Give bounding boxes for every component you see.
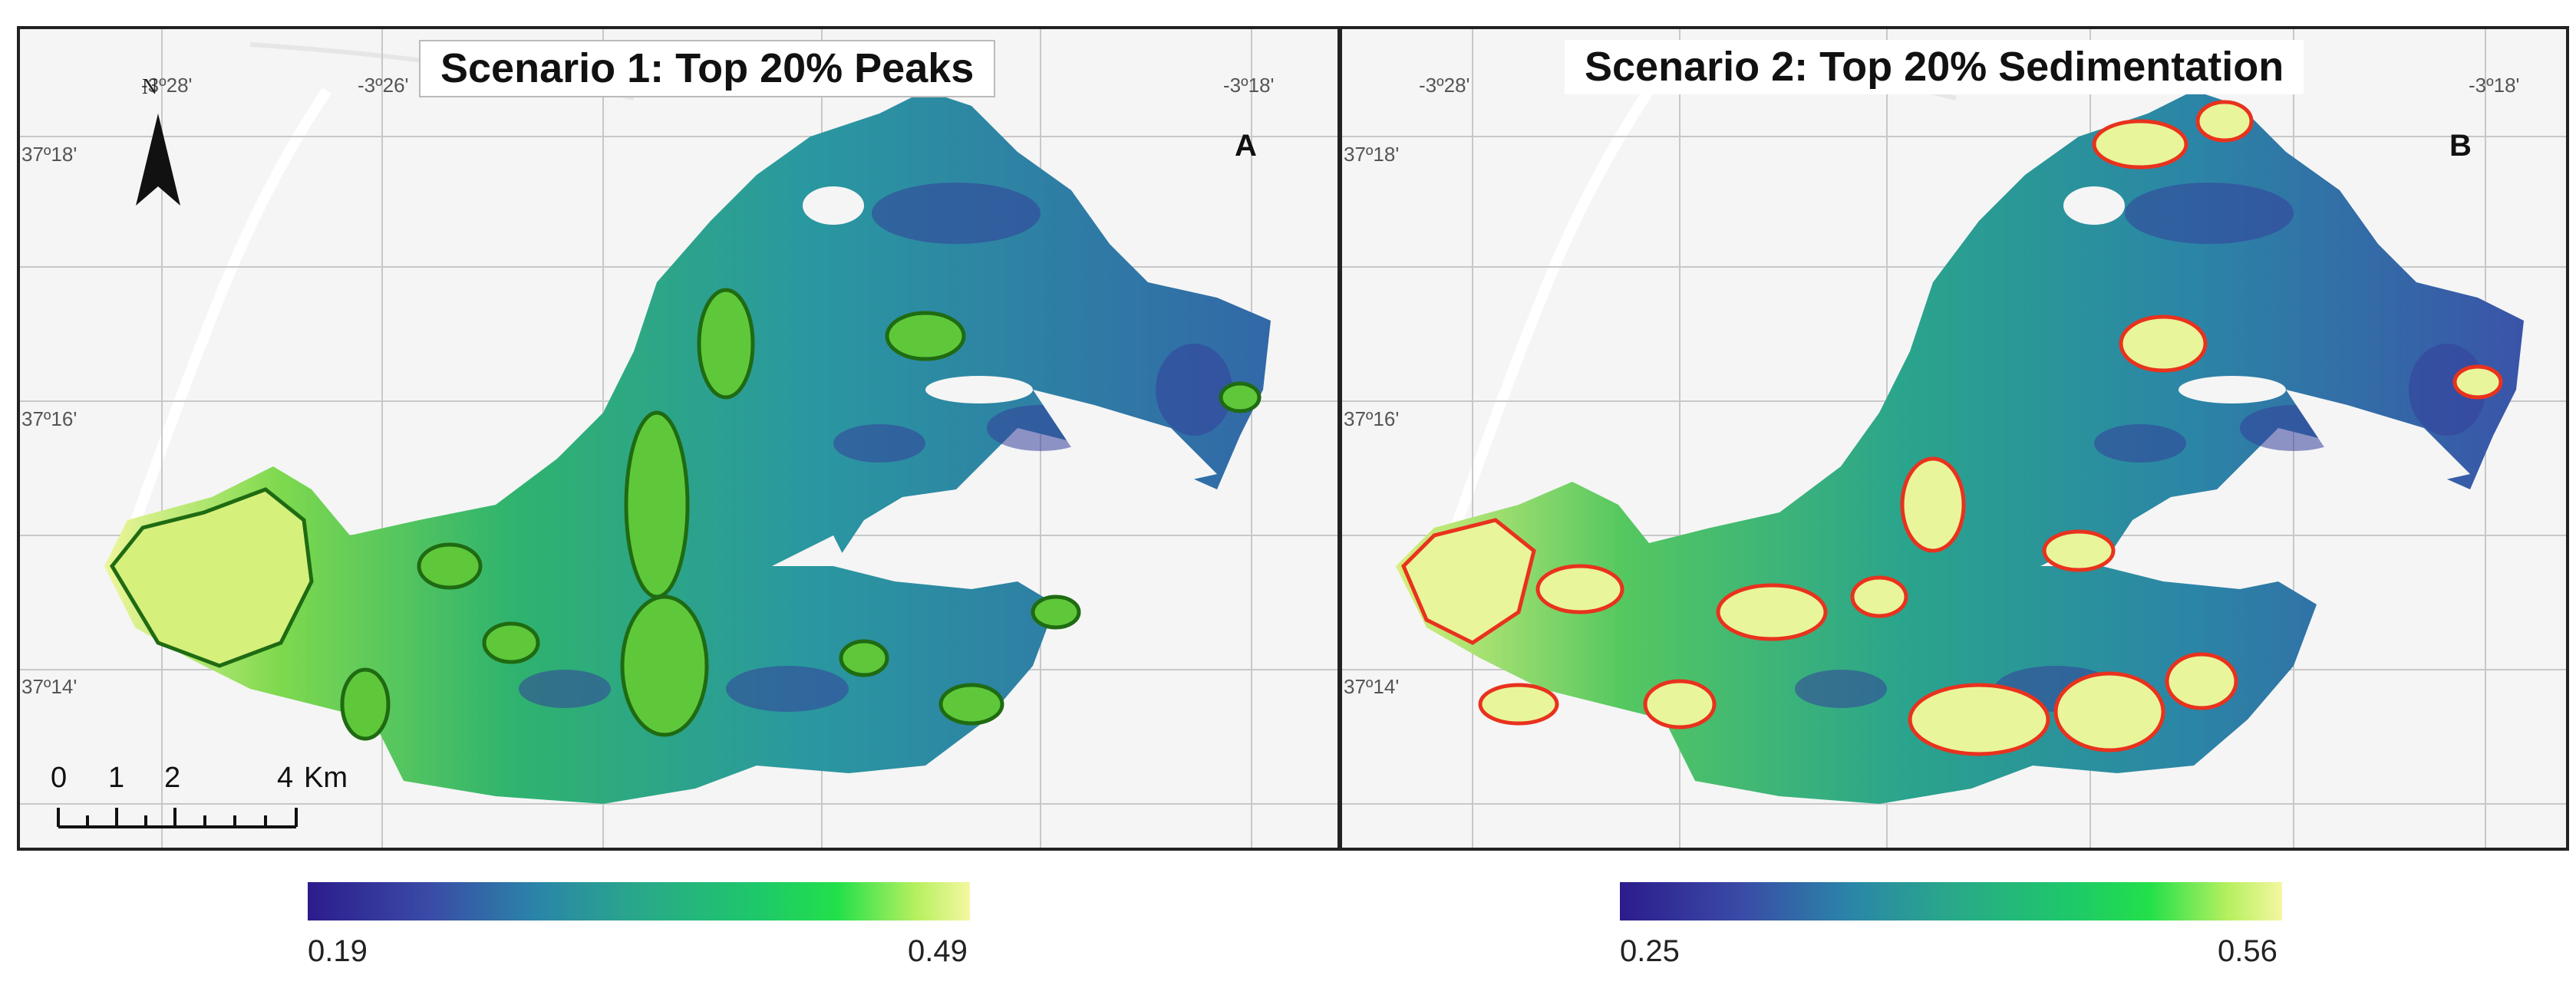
scale-tick-label: 0 xyxy=(51,762,68,794)
lat-label: 37º18' xyxy=(21,143,78,166)
colorbar-b-max: 0.56 xyxy=(2218,934,2278,968)
panel-letter: B xyxy=(2449,129,2472,163)
study-area-raster xyxy=(104,91,1271,804)
north-arrow-label: N xyxy=(142,75,158,99)
road-line xyxy=(114,87,331,568)
lat-label: 37º16' xyxy=(21,407,78,430)
panel-letter: A xyxy=(1235,129,1257,163)
map-canvas-a xyxy=(20,29,1337,848)
colorbar-a-max: 0.49 xyxy=(908,934,968,968)
lon-label: -3º18' xyxy=(1223,74,1275,97)
map-canvas-b xyxy=(1342,29,2566,848)
low-value-patches xyxy=(519,183,1232,712)
scale-tick-label: 1 xyxy=(108,762,125,794)
top-zones-a xyxy=(109,288,1262,741)
colorbar-a xyxy=(308,882,970,920)
lon-label: -3º26' xyxy=(358,74,409,97)
north-arrow: N xyxy=(131,75,185,206)
scale-bar-graphic xyxy=(57,808,298,828)
study-area-raster xyxy=(1396,91,2524,804)
lon-label: -3º28' xyxy=(1419,74,1470,97)
lat-label: 37º14' xyxy=(1344,675,1400,698)
top-zones-b xyxy=(1401,100,2503,756)
lat-label: 37º18' xyxy=(1344,143,1400,166)
map-panel-a: Scenario 1: Top 20% Peaks A -3º28' -3º26… xyxy=(17,26,1341,851)
lon-label: -3º18' xyxy=(2469,74,2520,97)
colorbar-a-min: 0.19 xyxy=(308,934,368,968)
scale-tick-label: 2 xyxy=(164,762,181,794)
road-line xyxy=(1436,87,1654,568)
scale-tick-label: 4 xyxy=(277,762,294,794)
colorbar-b-min: 0.25 xyxy=(1620,934,1680,968)
lat-label: 37º14' xyxy=(21,675,78,698)
map-panel-b: Scenario 2: Top 20% Sedimentation B -3º2… xyxy=(1339,26,2569,851)
lat-label: 37º16' xyxy=(1344,407,1400,430)
no-data-voids xyxy=(772,186,1217,566)
scale-bar: 0 1 2 4 Km xyxy=(43,762,365,838)
scale-unit: Km xyxy=(304,762,348,794)
map-title: Scenario 1: Top 20% Peaks xyxy=(419,40,996,98)
colorbar-b xyxy=(1620,882,2282,920)
north-arrow-icon xyxy=(136,114,180,206)
map-title: Scenario 2: Top 20% Sedimentation xyxy=(1565,40,2304,95)
lon-label: -3º28' xyxy=(141,74,193,97)
